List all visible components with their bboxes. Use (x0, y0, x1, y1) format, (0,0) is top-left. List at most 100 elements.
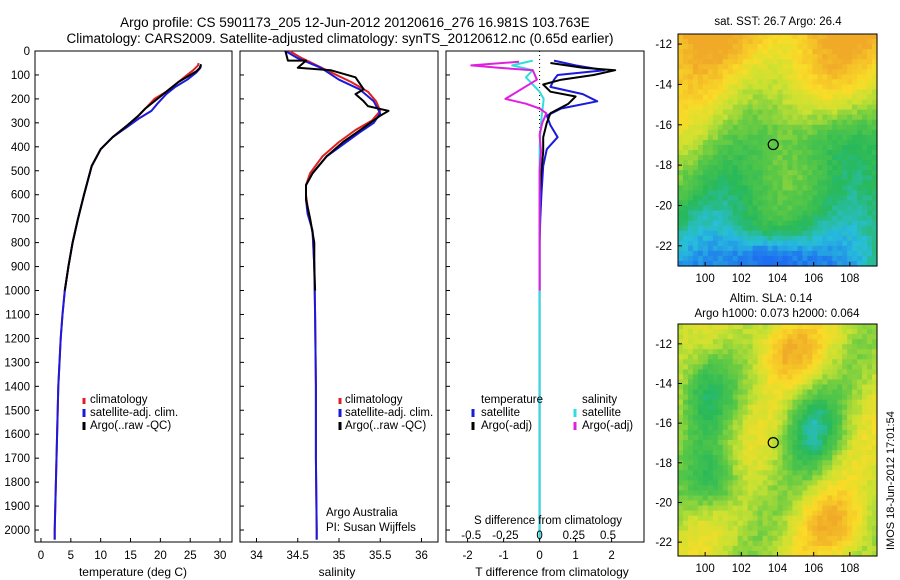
sla-cell (692, 535, 699, 542)
sst-cell (682, 250, 689, 257)
sla-cell (847, 379, 853, 386)
depth-tick-label: 500 (11, 166, 30, 178)
sst-cell (837, 170, 843, 176)
sla-cell (752, 374, 759, 381)
temperature-tick-label: 20 (154, 550, 167, 562)
sla-cell (782, 349, 789, 355)
sla-cell (802, 324, 808, 330)
sla-cell (797, 404, 803, 411)
sla-cell (742, 339, 749, 345)
sla-cell (737, 480, 744, 486)
sst-cell (862, 195, 868, 202)
salinity-difference-tick-label: 0.25 (563, 530, 585, 542)
sla-cell (807, 344, 813, 350)
sst-cell (692, 74, 699, 80)
sla-cell (872, 434, 878, 441)
sst-cell (767, 170, 774, 176)
sla-cell (857, 419, 863, 426)
sla-cell (827, 394, 833, 401)
sla-cell (857, 334, 863, 340)
sla-cell (712, 374, 719, 381)
sst-cell (682, 69, 689, 75)
sst-cell (842, 99, 848, 106)
sla-cell (687, 505, 694, 512)
sst-cell (792, 34, 798, 40)
sla-cell (697, 535, 704, 542)
sst-cell (862, 165, 868, 171)
sst-lat-tick-label: -20 (655, 200, 672, 212)
sst-cell (822, 175, 828, 181)
sla-cell (772, 389, 779, 396)
sla-cell (812, 530, 818, 537)
sla-cell (727, 525, 734, 532)
sst-cell (712, 185, 719, 191)
sst-cell (867, 39, 873, 45)
sst-cell (772, 34, 779, 40)
sst-cell (822, 235, 828, 242)
sst-cell (757, 195, 764, 202)
sla-cell (857, 329, 863, 335)
sla-cell (812, 324, 818, 330)
sla-cell (777, 419, 784, 426)
sla-cell (817, 324, 823, 330)
sst-cell (822, 89, 828, 96)
sla-cell (777, 455, 784, 461)
sst-cell (862, 129, 868, 136)
sst-cell (757, 114, 764, 121)
sst-cell (847, 144, 853, 151)
sst-cell (807, 64, 813, 70)
sst-cell (678, 134, 684, 141)
sla-cell (777, 429, 784, 436)
sla-cell (852, 485, 858, 492)
sla-cell (787, 500, 794, 507)
sla-cell (872, 455, 878, 461)
sla-cell (762, 485, 769, 492)
sst-cell (802, 260, 808, 267)
sla-cell (767, 329, 774, 335)
sla-cell (772, 470, 779, 476)
sla-cell (837, 535, 843, 542)
sst-cell (792, 250, 798, 257)
sst-cell (687, 99, 694, 106)
sst-cell (722, 195, 729, 202)
sst-cell (752, 64, 759, 70)
sst-cell (787, 175, 794, 181)
sst-cell (687, 260, 694, 267)
sla-cell (712, 440, 719, 446)
sst-cell (847, 210, 853, 217)
sst-cell (872, 79, 878, 86)
sla-cell (737, 530, 744, 537)
sst-cell (767, 260, 774, 267)
sla-cell (792, 364, 798, 370)
sst-cell (702, 114, 709, 121)
sst-cell (852, 54, 858, 60)
sst-cell (712, 165, 719, 171)
difference-series-line-1 (538, 62, 617, 291)
sla-cell (822, 429, 828, 436)
sla-cell (767, 545, 774, 552)
sst-cell (837, 114, 843, 121)
sst-cell (722, 220, 729, 227)
sst-cell (817, 44, 823, 50)
sla-cell (782, 339, 789, 345)
sla-cell (752, 505, 759, 512)
sla-cell (822, 384, 828, 391)
sla-cell (742, 440, 749, 446)
sst-cell (717, 260, 724, 267)
sla-cell (717, 535, 724, 542)
sla-cell (852, 374, 858, 381)
sla-cell (737, 500, 744, 507)
sst-cell (722, 134, 729, 141)
sst-cell (678, 220, 684, 227)
sst-cell (722, 89, 729, 96)
sst-cell (832, 210, 838, 217)
sst-cell (807, 134, 813, 141)
sst-cell (837, 210, 843, 217)
sla-cell (842, 349, 848, 355)
sst-cell (792, 139, 798, 146)
sst-cell (867, 49, 873, 55)
sla-cell (812, 515, 818, 522)
sla-cell (732, 339, 739, 345)
sst-cell (712, 210, 719, 217)
sla-cell (687, 440, 694, 446)
